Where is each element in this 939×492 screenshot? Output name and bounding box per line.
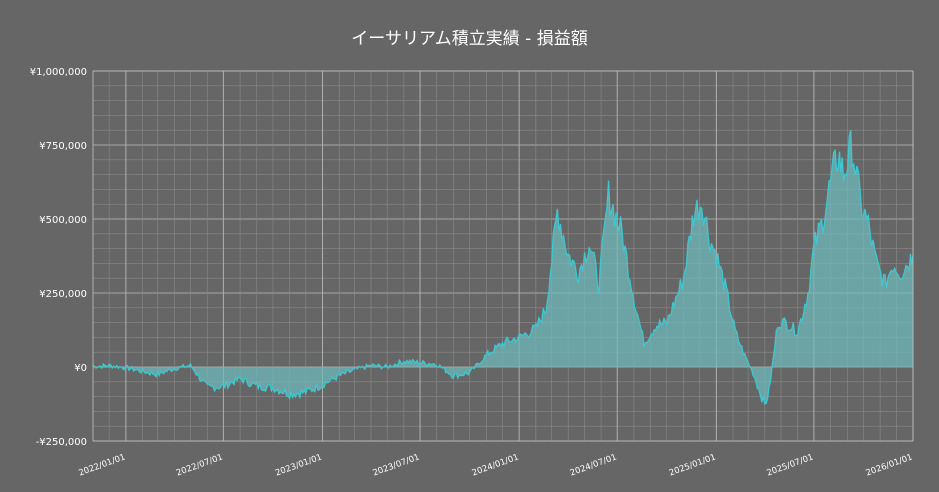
y-tick-label: ¥250,000 <box>39 289 87 300</box>
series-area-fill <box>93 130 913 404</box>
series-area <box>92 130 914 405</box>
y-tick-label: ¥500,000 <box>39 215 87 226</box>
y-tick-label: ¥0 <box>74 363 87 374</box>
y-tick-label: ¥750,000 <box>39 141 87 152</box>
y-tick-label: -¥250,000 <box>36 437 87 448</box>
x-tick-label: 2023/07/01 <box>372 452 421 478</box>
x-tick-label: 2025/07/01 <box>765 452 814 478</box>
x-tick-label: 2026/01/01 <box>865 452 914 478</box>
x-tick-label: 2024/07/01 <box>569 452 618 478</box>
x-tick-label: 2022/07/01 <box>175 452 224 478</box>
y-tick-label: ¥1,000,000 <box>30 67 87 78</box>
x-tick-label: 2022/01/01 <box>77 452 126 478</box>
x-tick-label: 2024/01/01 <box>471 452 520 478</box>
series-line <box>92 130 914 405</box>
plot-frame <box>92 70 914 442</box>
x-tick-label: 2023/01/01 <box>274 452 323 478</box>
x-tick-label: 2025/01/01 <box>668 452 717 478</box>
chart-title: イーサリアム積立実績 - 損益額 <box>351 29 588 49</box>
axis-labels: ¥1,000,000 ¥750,000 ¥500,000 ¥250,000 ¥0 -¥25… <box>30 67 914 479</box>
